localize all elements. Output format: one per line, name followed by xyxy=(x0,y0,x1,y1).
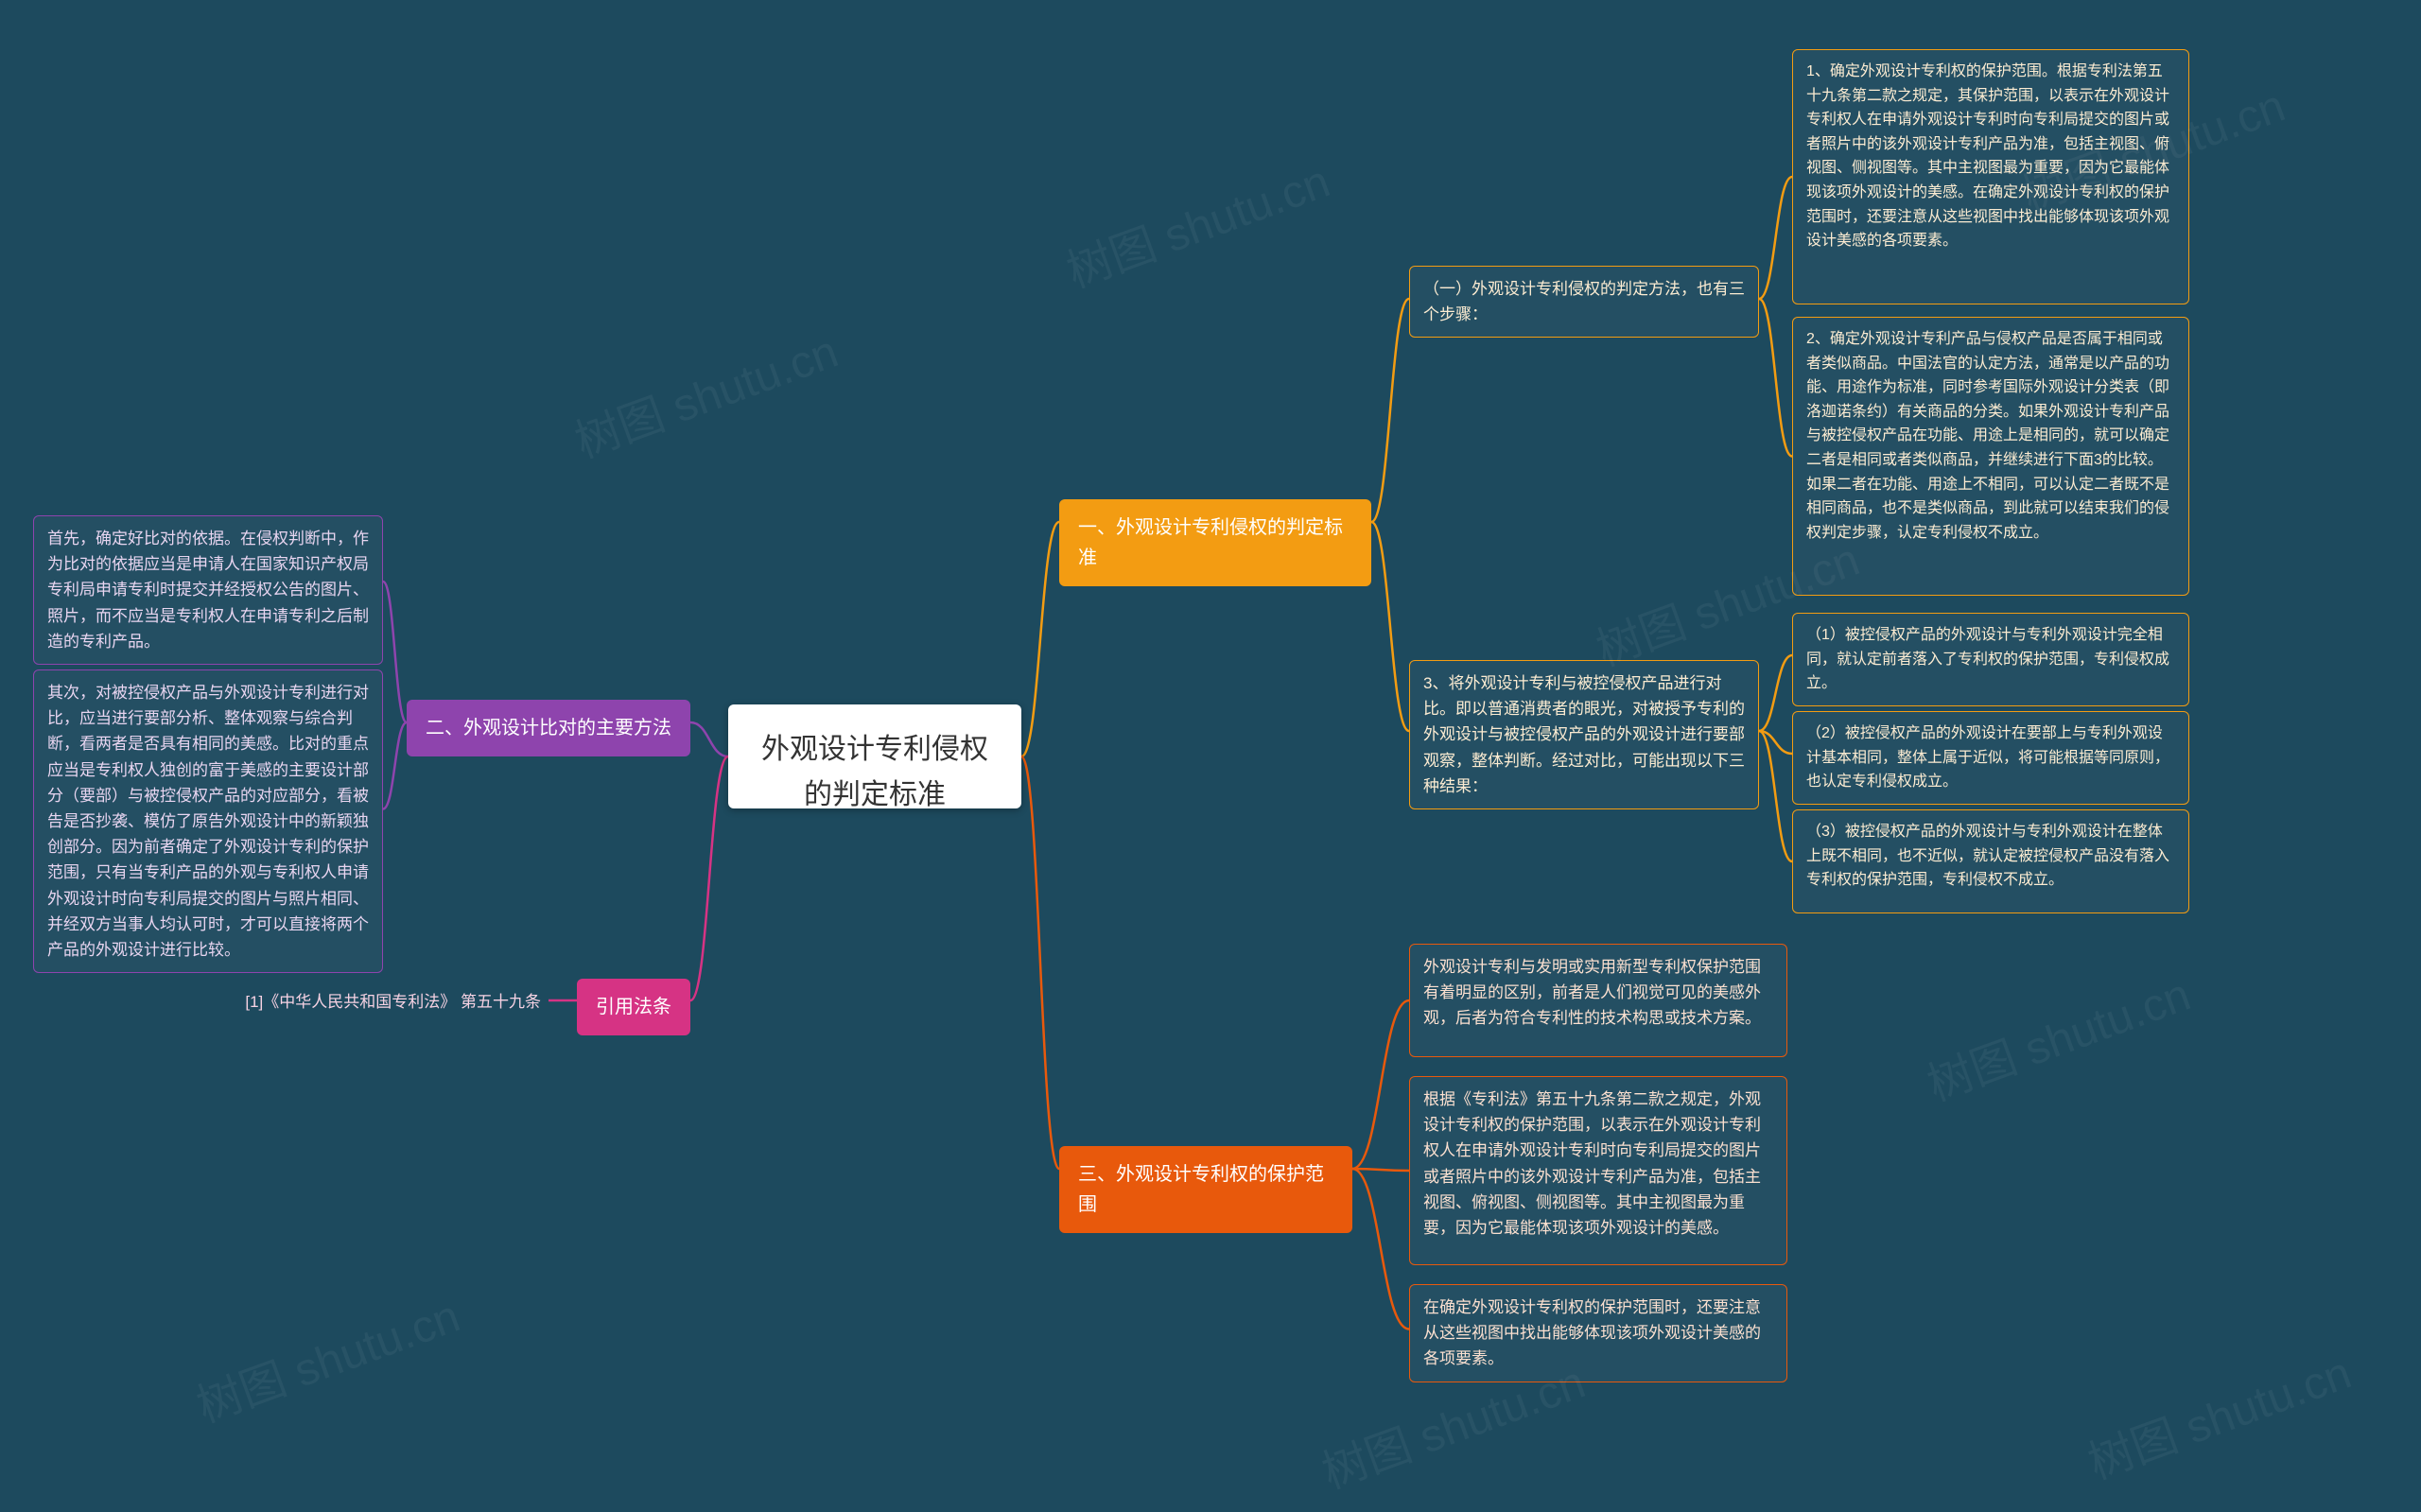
leaf-node: 其次，对被控侵权产品与外观设计专利进行对比，应当进行要部分析、整体观察与综合判断… xyxy=(33,669,383,973)
branch-node: 一、外观设计专利侵权的判定标准 xyxy=(1059,499,1371,586)
watermark: 树图 shutu.cn xyxy=(186,1278,467,1434)
leaf-text: [1]《中华人民共和国专利法》 第五十九条 xyxy=(213,983,549,1020)
branch-node: 三、外观设计专利权的保护范围 xyxy=(1059,1146,1352,1233)
leaf-node: 首先，确定好比对的依据。在侵权判断中，作为比对的依据应当是申请人在国家知识产权局… xyxy=(33,515,383,665)
leaf-node: 在确定外观设计专利权的保护范围时，还要注意从这些视图中找出能够体现该项外观设计美… xyxy=(1409,1284,1787,1382)
watermark: 树图 shutu.cn xyxy=(1056,144,1337,300)
leaf-node: 1、确定外观设计专利权的保护范围。根据专利法第五十九条第二款之规定，其保护范围，… xyxy=(1792,49,2189,304)
leaf-node: 外观设计专利与发明或实用新型专利权保护范围有着明显的区别，前者是人们视觉可见的美… xyxy=(1409,944,1787,1057)
watermark: 树图 shutu.cn xyxy=(2078,1335,2359,1491)
branch-node: 引用法条 xyxy=(577,979,690,1035)
watermark: 树图 shutu.cn xyxy=(1917,957,2198,1113)
leaf-node: （3）被控侵权产品的外观设计与专利外观设计在整体上既不相同，也不近似，就认定被控… xyxy=(1792,809,2189,913)
leaf-node: （1）被控侵权产品的外观设计与专利外观设计完全相同，就认定前者落入了专利权的保护… xyxy=(1792,613,2189,706)
leaf-node: （2）被控侵权产品的外观设计在要部上与专利外观设计基本相同，整体上属于近似，将可… xyxy=(1792,711,2189,805)
leaf-node: 2、确定外观设计专利产品与侵权产品是否属于相同或者类似商品。中国法官的认定方法，… xyxy=(1792,317,2189,596)
leaf-node: （一）外观设计专利侵权的判定方法，也有三个步骤： xyxy=(1409,266,1759,338)
leaf-node: 根据《专利法》第五十九条第二款之规定，外观设计专利权的保护范围，以表示在外观设计… xyxy=(1409,1076,1787,1265)
watermark: 树图 shutu.cn xyxy=(565,314,845,470)
root-node: 外观设计专利侵权的判定标准 xyxy=(728,704,1021,808)
leaf-node: 3、将外观设计专利与被控侵权产品进行对比。即以普通消费者的眼光，对被授予专利的外… xyxy=(1409,660,1759,809)
branch-node: 二、外观设计比对的主要方法 xyxy=(407,700,690,756)
